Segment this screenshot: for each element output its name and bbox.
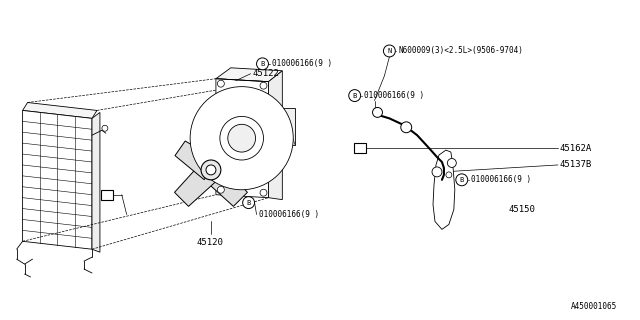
Polygon shape — [22, 110, 92, 249]
Text: B: B — [246, 200, 251, 206]
Text: 45122: 45122 — [253, 69, 280, 78]
Circle shape — [260, 82, 267, 89]
Polygon shape — [268, 71, 282, 200]
FancyBboxPatch shape — [101, 190, 113, 200]
Text: 010006166(9 ): 010006166(9 ) — [470, 175, 531, 184]
Circle shape — [206, 165, 216, 175]
Circle shape — [401, 122, 412, 133]
Polygon shape — [22, 102, 97, 118]
Text: A: A — [357, 144, 362, 153]
Circle shape — [102, 125, 108, 131]
Polygon shape — [433, 150, 455, 229]
Text: B: B — [353, 92, 357, 99]
Circle shape — [383, 45, 396, 57]
Circle shape — [190, 87, 293, 190]
Text: N: N — [387, 48, 392, 54]
Circle shape — [257, 58, 268, 70]
Circle shape — [220, 116, 264, 160]
Circle shape — [260, 189, 267, 196]
Circle shape — [432, 167, 442, 177]
Polygon shape — [216, 79, 268, 198]
Text: A450001065: A450001065 — [571, 302, 618, 311]
Polygon shape — [282, 108, 295, 145]
Circle shape — [349, 90, 361, 101]
Text: 45120: 45120 — [196, 238, 223, 247]
Text: 010006166(9 ): 010006166(9 ) — [259, 210, 319, 219]
Text: A: A — [104, 190, 109, 199]
Circle shape — [243, 197, 255, 209]
Polygon shape — [92, 112, 100, 252]
Circle shape — [372, 108, 383, 117]
Polygon shape — [202, 162, 248, 206]
Text: 45137B: 45137B — [560, 160, 592, 170]
Text: 45162A: 45162A — [560, 144, 592, 153]
Circle shape — [456, 174, 468, 186]
Text: 45150: 45150 — [508, 205, 535, 214]
Text: 010006166(9 ): 010006166(9 ) — [273, 59, 333, 68]
Polygon shape — [175, 141, 218, 180]
Circle shape — [228, 124, 255, 152]
Circle shape — [218, 80, 225, 87]
Circle shape — [201, 160, 221, 180]
Text: B: B — [460, 177, 464, 183]
FancyBboxPatch shape — [354, 143, 365, 153]
Circle shape — [446, 172, 452, 178]
Text: N600009(3)<2.5L>(9506-9704): N600009(3)<2.5L>(9506-9704) — [398, 46, 523, 55]
Polygon shape — [175, 162, 220, 206]
Circle shape — [447, 158, 456, 167]
Circle shape — [218, 186, 225, 193]
Text: B: B — [260, 61, 264, 67]
Text: 010006166(9 ): 010006166(9 ) — [364, 91, 424, 100]
Polygon shape — [201, 132, 241, 177]
Polygon shape — [216, 68, 282, 82]
